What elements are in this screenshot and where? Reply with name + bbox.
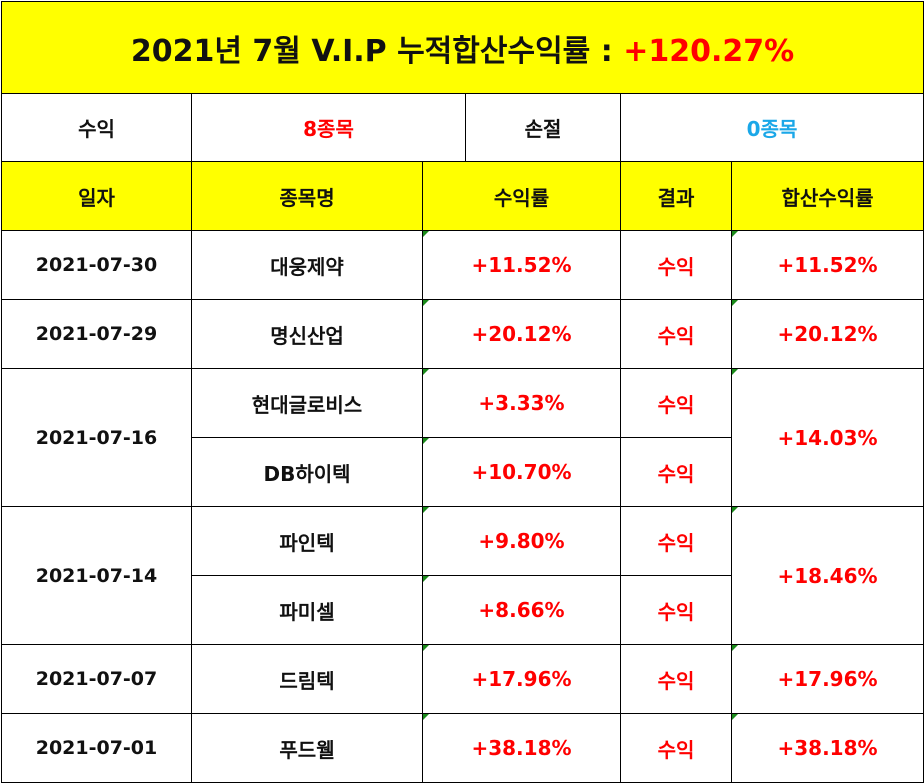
stock-return: +38.18% (422, 713, 621, 783)
stock-name: 명신산업 (191, 299, 423, 369)
combined-return: +11.52% (730, 230, 924, 300)
table-row: 2021-07-01 푸드웰 +38.18% 수익 +38.18% (1, 713, 924, 783)
page-title: 2021년 7월 V.I.P 누적합산수익률 : +120.27% (0, 1, 924, 94)
table-row: 2021-07-16 현대글로비스 +3.33% 수익 +14.03% (1, 368, 924, 507)
trade-result: 수익 (620, 299, 732, 369)
stock-return: +10.70% (422, 437, 621, 507)
stock-name: DB하이텍 (191, 437, 423, 507)
stock-return: +9.80% (422, 506, 621, 576)
stock-return: +17.96% (422, 644, 621, 714)
title-prefix: 2021년 7월 V.I.P 누적합산수익률 : (130, 33, 624, 69)
trade-result: 수익 (620, 437, 732, 507)
combined-return: +17.96% (730, 644, 924, 714)
stock-name: 대웅제약 (191, 230, 423, 300)
stock-name: 현대글로비스 (191, 368, 423, 438)
total-return: +120.27% (623, 33, 795, 69)
header-row: 일자 종목명 수익률 결과 합산수익률 (1, 161, 924, 231)
header-stock: 종목명 (191, 161, 423, 231)
table-row: 2021-07-07 드림텍 +17.96% 수익 +17.96% (1, 644, 924, 714)
table-row: 파미셀 +8.66% 수익 (2, 575, 924, 645)
combined-return: +38.18% (730, 713, 924, 783)
trade-date: 2021-07-30 (1, 230, 192, 300)
table-row: 2021-07-14 파인텍 +9.80% 수익 +18.46% (1, 506, 924, 645)
stock-name: 드림텍 (191, 644, 423, 714)
header-combined: 합산수익률 (730, 161, 924, 231)
loss-count: 0종목 (619, 93, 924, 162)
stock-return: +11.52% (422, 230, 621, 300)
trade-result: 수익 (620, 575, 732, 645)
combined-return: +14.03% (730, 368, 924, 507)
title-row: 2021년 7월 V.I.P 누적합산수익률 : +120.27% (0, 1, 924, 94)
trade-result: 수익 (620, 713, 732, 783)
trade-date: 2021-07-14 (1, 506, 192, 645)
stock-name: 파인텍 (191, 506, 423, 576)
header-return: 수익률 (422, 161, 621, 231)
trade-result: 수익 (620, 644, 732, 714)
stock-name: 파미셀 (191, 575, 423, 645)
trade-result: 수익 (620, 506, 732, 576)
stock-name: 푸드웰 (191, 713, 423, 783)
combined-return: +20.12% (730, 299, 924, 369)
trade-result: 수익 (620, 368, 732, 438)
trade-date: 2021-07-07 (1, 644, 192, 714)
table-row: 2021-07-30 대웅제약 +11.52% 수익 +11.52% (1, 230, 924, 300)
profit-label: 수익 (1, 93, 192, 162)
trade-date: 2021-07-29 (1, 299, 192, 369)
stock-return: +3.33% (422, 368, 621, 438)
stock-return: +8.66% (422, 575, 621, 645)
header-result: 결과 (620, 161, 732, 231)
trade-result: 수익 (620, 230, 732, 300)
trade-date: 2021-07-16 (1, 368, 192, 507)
loss-label: 손절 (465, 93, 621, 162)
trade-date: 2021-07-01 (1, 713, 192, 783)
table-row: 2021-07-29 명신산업 +20.12% 수익 +20.12% (1, 299, 924, 369)
summary-row: 수익 8종목 손절 0종목 (1, 93, 924, 162)
table-row: DB하이텍 +10.70% 수익 (2, 437, 924, 507)
header-date: 일자 (1, 161, 192, 231)
combined-return: +18.46% (730, 506, 924, 645)
profit-count: 8종목 (191, 93, 466, 162)
stock-return: +20.12% (422, 299, 621, 369)
